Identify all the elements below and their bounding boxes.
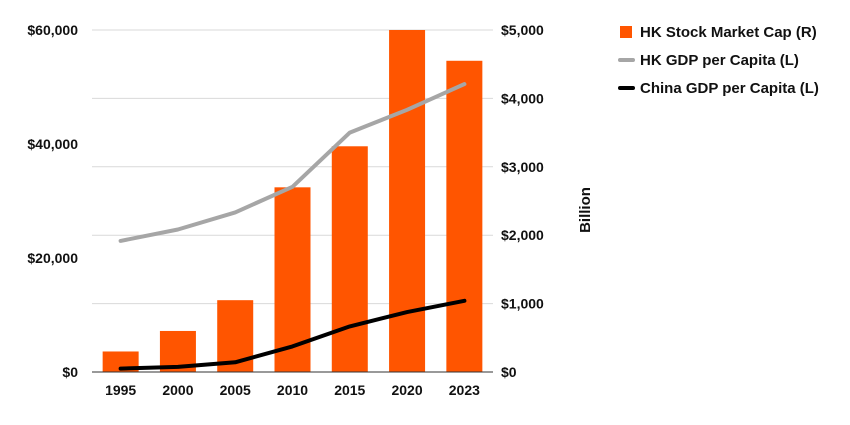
bar-2023 [446, 60, 483, 372]
line-china-gdp-per-capita-l [118, 298, 467, 371]
left-tick-label: $0 [62, 364, 78, 380]
legend-label: HK Stock Market Cap (R) [640, 24, 817, 41]
legend: HK Stock Market Cap (R) HK GDP per Capita… [618, 24, 819, 97]
x-tick-label: 2020 [391, 382, 422, 398]
right-tick-label: $5,000 [501, 22, 544, 38]
x-tick-label: 2000 [162, 382, 193, 398]
left-tick-label: $60,000 [27, 22, 78, 38]
right-axis-title: Billion [577, 187, 594, 233]
left-tick-label: $20,000 [27, 250, 78, 266]
bar-2015 [331, 146, 368, 372]
right-tick-label: $4,000 [501, 90, 544, 106]
bar-series [102, 30, 483, 372]
legend-label: HK GDP per Capita (L) [640, 52, 799, 69]
left-tick-label: $40,000 [27, 136, 78, 152]
legend-swatch-bar [620, 26, 632, 38]
x-tick-label: 2010 [277, 382, 308, 398]
right-tick-label: $3,000 [501, 159, 544, 175]
x-tick-label: 2015 [334, 382, 365, 398]
right-tick-label: $1,000 [501, 296, 544, 312]
right-tick-label: $0 [501, 364, 517, 380]
x-tick-label: 2023 [449, 382, 480, 398]
line-series [118, 82, 467, 371]
right-tick-label: $2,000 [501, 227, 544, 243]
bar-2020 [389, 30, 426, 372]
x-tick-label: 2005 [220, 382, 251, 398]
legend-label: China GDP per Capita (L) [640, 80, 819, 97]
axes: $0 $20,000 $40,000 $60,000 $0 $1,000 $2,000 $3,… [27, 22, 544, 398]
line-hk-gdp-per-capita-l [118, 82, 467, 243]
x-tick-label: 1995 [105, 382, 136, 398]
